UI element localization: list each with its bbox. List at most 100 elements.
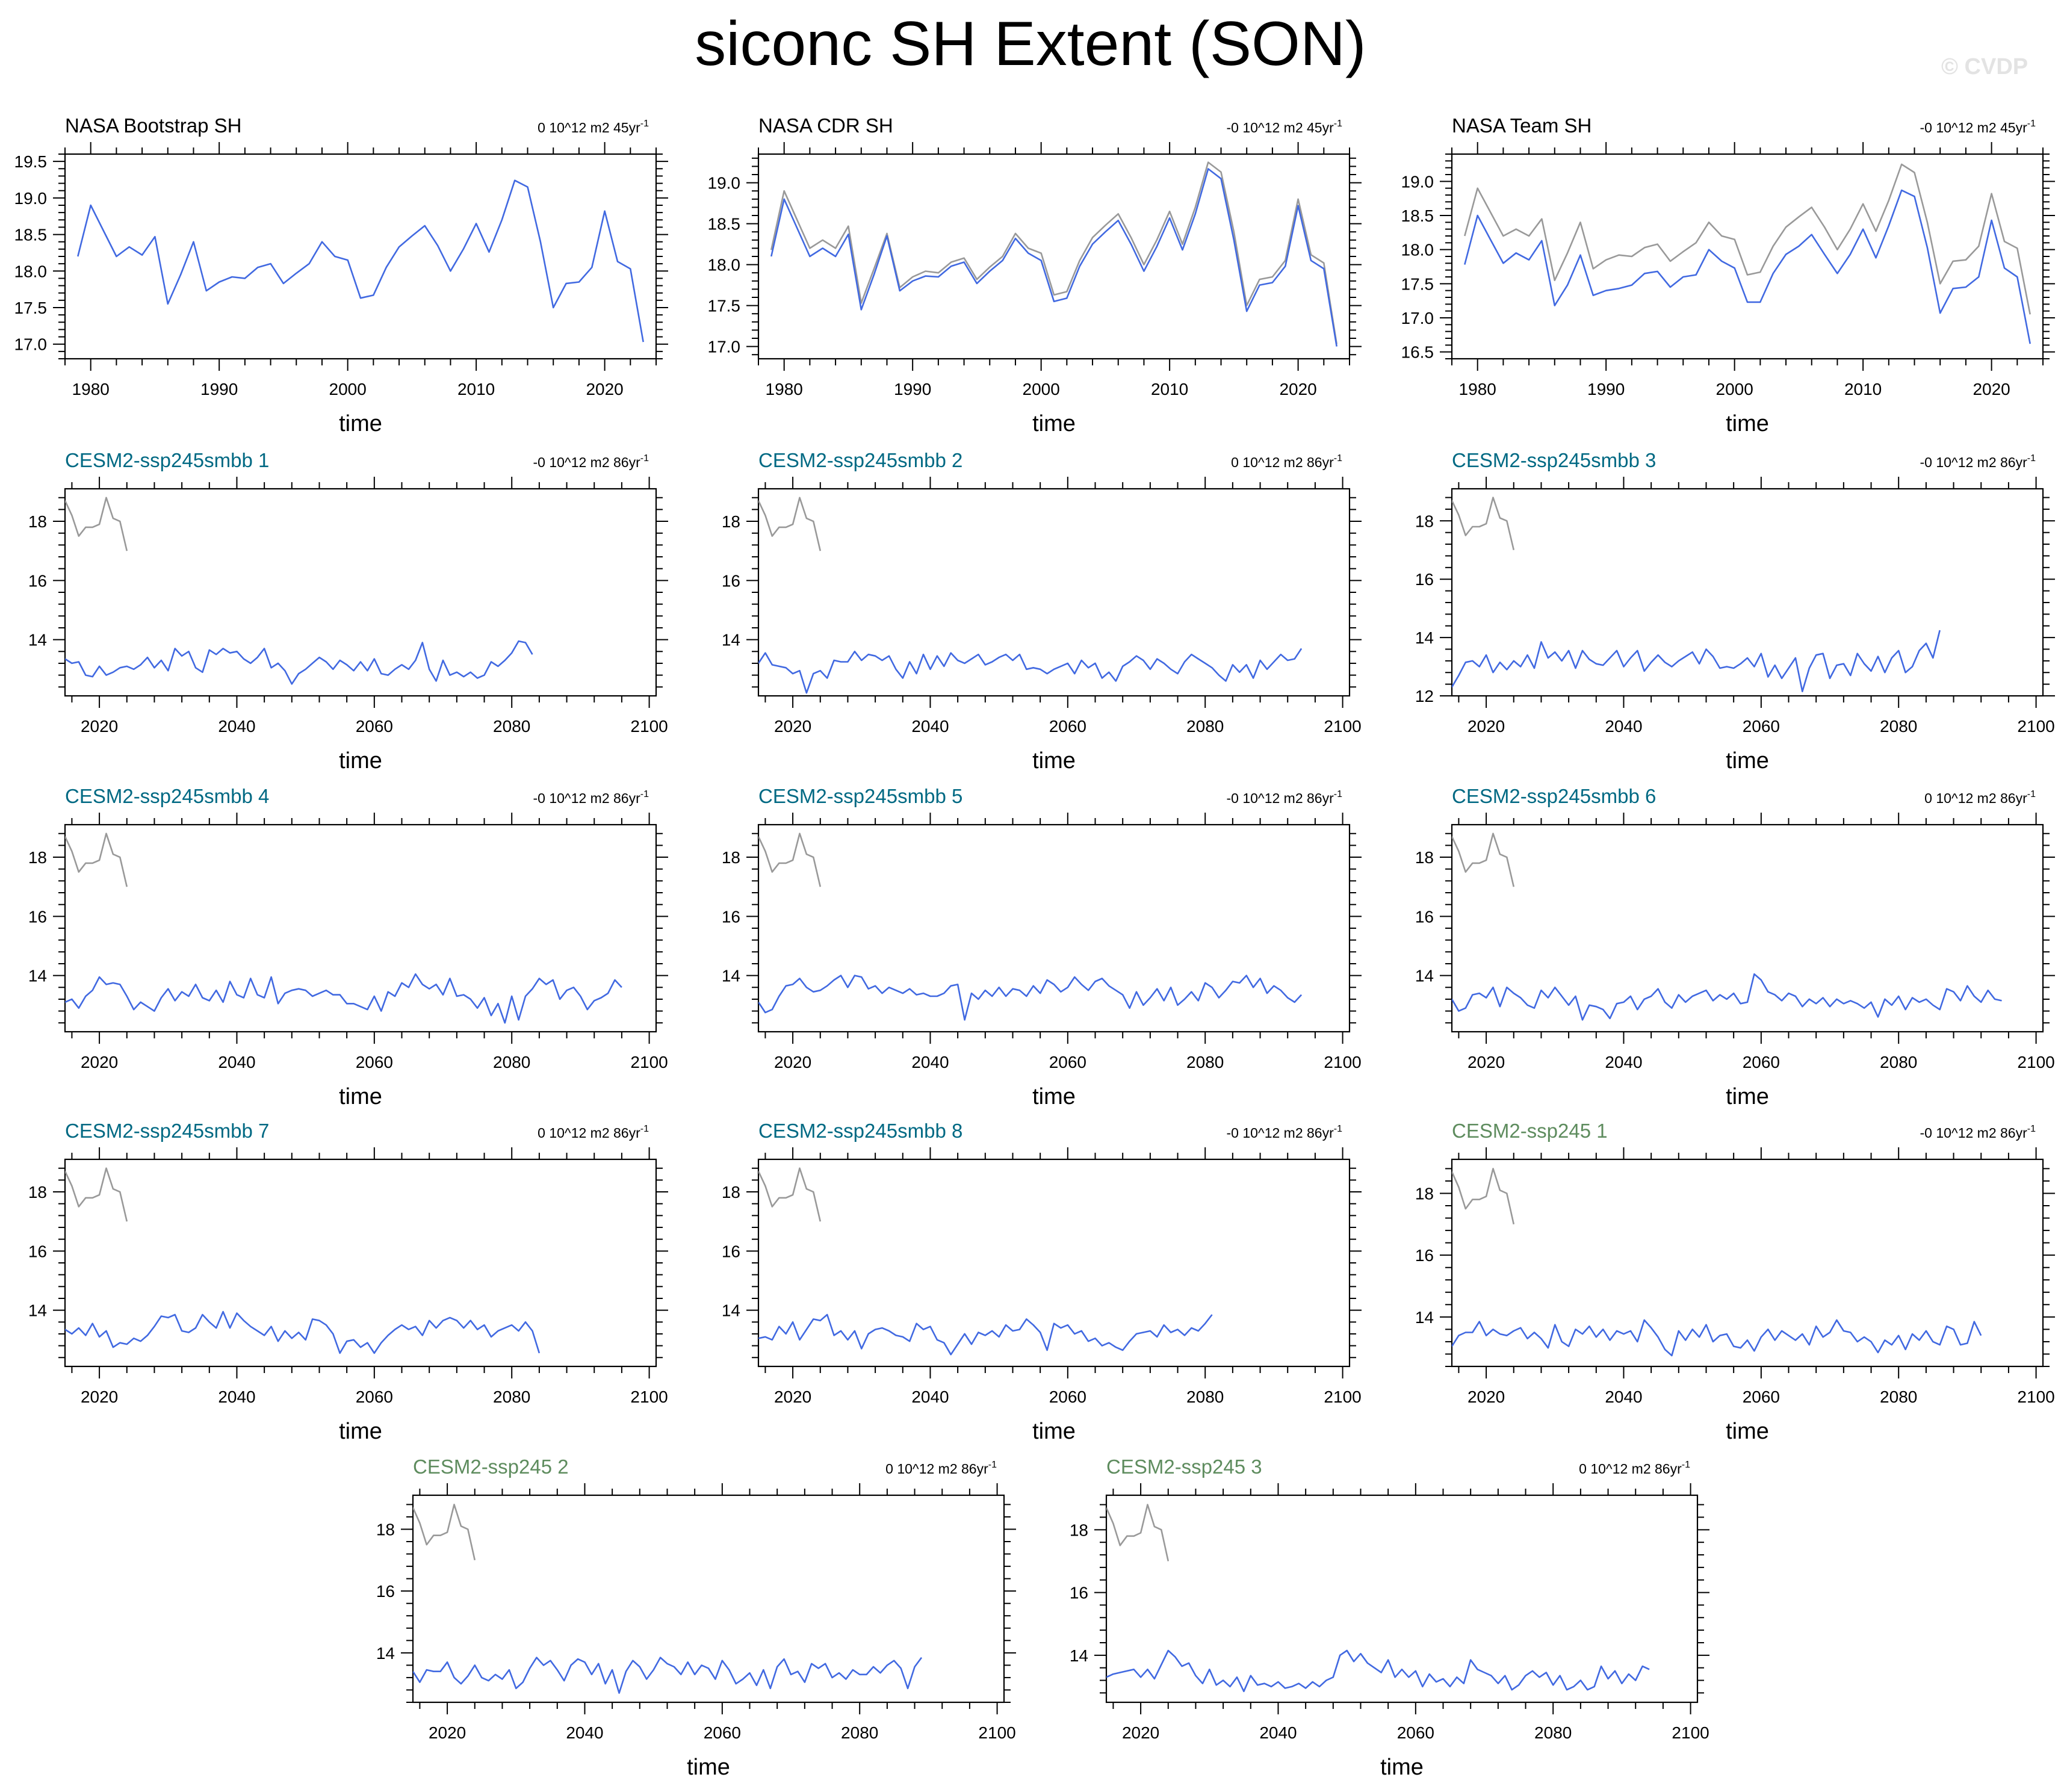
panel-title: CESM2-ssp245smbb 6: [1452, 785, 1656, 807]
y-tick-label: 18: [722, 848, 740, 867]
y-tick-label: 16.5: [1401, 343, 1434, 362]
trend-text: 0 10^12 m2 86yr: [1924, 790, 2027, 806]
model-series-line: [758, 975, 1303, 1021]
y-tick-label: 16: [28, 571, 47, 590]
x-tick-label: 2080: [493, 1387, 530, 1406]
y-tick-label: 18: [722, 1183, 740, 1201]
x-tick-label: 2040: [566, 1723, 603, 1742]
y-tick-label: 18: [722, 512, 740, 531]
obs-series-line: [1464, 163, 2031, 315]
model-series-line: [1452, 973, 2002, 1021]
panel-title: CESM2-ssp245smbb 4: [65, 785, 269, 807]
x-tick-label: 2080: [493, 717, 530, 736]
trend-text: -0 10^12 m2 45yr: [1920, 120, 2027, 135]
x-tick-label: 1990: [200, 380, 238, 398]
x-axis-label: time: [687, 1755, 730, 1780]
x-axis-label: time: [1032, 748, 1076, 774]
chart-panel: 2020 2040 2060 2080 2100 12 14 16 18 time CESM2-ss…: [1415, 449, 2055, 774]
x-tick-label: 2100: [1672, 1723, 1709, 1742]
plot-frame: [64, 153, 657, 360]
trend-text: -0 10^12 m2 86yr: [1226, 1125, 1334, 1141]
chart-panel: 2020 2040 2060 2080 2100 14 16 18 time CESM2-ssp2…: [722, 1120, 1362, 1444]
x-tick-label: 2060: [1049, 1387, 1086, 1406]
x-axis-label: time: [339, 748, 382, 774]
y-tick-label: 19.0: [1401, 172, 1434, 191]
trend-text: 0 10^12 m2 86yr: [538, 1125, 640, 1141]
x-axis-label: time: [339, 1419, 382, 1444]
x-tick-label: 2060: [356, 717, 393, 736]
obs-series-line: [1452, 832, 1515, 887]
x-axis-label: time: [1032, 1419, 1076, 1444]
x-tick-label: 2100: [1324, 1387, 1361, 1406]
panel-title: CESM2-ssp245 3: [1106, 1456, 1262, 1478]
x-tick-label: 1990: [1587, 380, 1625, 398]
y-tick-label: 18: [1415, 512, 1434, 530]
y-tick-label: 18.5: [1401, 206, 1434, 225]
obs-series-line: [413, 1504, 476, 1561]
trend-exponent: -1: [2027, 453, 2036, 464]
x-tick-label: 2040: [1605, 717, 1642, 736]
x-tick-label: 2020: [1467, 717, 1505, 736]
panel-title: CESM2-ssp245smbb 2: [758, 449, 962, 471]
model-series-line: [65, 1310, 541, 1354]
trend-exponent: -1: [1334, 119, 1342, 129]
x-tick-label: 2020: [429, 1723, 466, 1742]
y-tick-label: 18.0: [708, 256, 741, 274]
x-tick-label: 2040: [1605, 1387, 1642, 1406]
obs-series-line: [758, 1167, 822, 1222]
model-series-line: [770, 168, 1337, 347]
trend-exponent: -1: [640, 789, 649, 799]
x-tick-label: 2100: [2017, 1053, 2054, 1071]
x-axis-label: time: [1726, 411, 1769, 436]
trend-text: 0 10^12 m2 86yr: [885, 1461, 988, 1477]
x-tick-label: 2020: [586, 380, 623, 398]
x-tick-label: 2080: [1880, 717, 1917, 736]
x-tick-label: 2020: [1467, 1387, 1505, 1406]
x-tick-label: 2100: [978, 1723, 1015, 1742]
trend-label: -0 10^12 m2 86yr-1: [1226, 789, 1342, 806]
y-tick-label: 18: [1070, 1521, 1088, 1539]
trend-text: -0 10^12 m2 86yr: [533, 790, 640, 806]
y-tick-label: 16: [722, 907, 740, 926]
y-tick-label: 14: [722, 967, 740, 985]
trend-exponent: -1: [1334, 789, 1342, 799]
plot-frame: [412, 1494, 1005, 1704]
x-tick-label: 2060: [1049, 1053, 1086, 1071]
y-tick-label: 14: [722, 631, 740, 650]
obs-series-line: [65, 497, 128, 551]
trend-exponent: -1: [988, 1460, 997, 1470]
chart-panel: 1980 1990 2000 2010 2020 17.0 17.5 18.0 18.5 19.0…: [708, 114, 1362, 436]
x-tick-label: 2040: [218, 1387, 255, 1406]
panel-title: CESM2-ssp245smbb 3: [1452, 449, 1656, 471]
x-axis-label: time: [1032, 1084, 1076, 1109]
chart-panel: 2020 2040 2060 2080 2100 14 16 18 time CESM2-ssp2…: [28, 1120, 668, 1444]
plot-frame: [1451, 153, 2044, 360]
trend-exponent: -1: [1682, 1460, 1690, 1470]
y-tick-label: 12: [1415, 687, 1434, 705]
x-tick-label: 2000: [1023, 380, 1060, 398]
trend-label: -0 10^12 m2 45yr-1: [1920, 119, 2036, 135]
x-tick-label: 2080: [1880, 1387, 1917, 1406]
x-tick-label: 2040: [218, 1053, 255, 1071]
x-axis-label: time: [339, 411, 382, 436]
x-tick-label: 2040: [1259, 1723, 1297, 1742]
trend-text: -0 10^12 m2 45yr: [1226, 120, 1334, 135]
x-tick-label: 2060: [1743, 1053, 1780, 1071]
panel-title: NASA CDR SH: [758, 114, 893, 137]
plot-frame: [64, 1158, 657, 1368]
panel-title: CESM2-ssp245 2: [413, 1456, 569, 1478]
y-tick-label: 16: [1070, 1584, 1088, 1602]
trend-label: 0 10^12 m2 86yr-1: [1231, 453, 1342, 470]
plot-frame: [757, 153, 1351, 360]
obs-series-line: [1452, 497, 1515, 551]
obs-series-line: [65, 832, 128, 887]
y-tick-label: 14: [376, 1644, 395, 1663]
page-title: siconc SH Extent (SON): [695, 9, 1366, 79]
model-series-line: [1106, 1649, 1650, 1693]
chart-panel: 2020 2040 2060 2080 2100 14 16 18 time CESM2-ssp2…: [1415, 1120, 2055, 1444]
trend-text: -0 10^12 m2 86yr: [1226, 790, 1334, 806]
chart-panel: 2020 2040 2060 2080 2100 14 16 18 time CESM2-ssp2…: [28, 785, 668, 1109]
x-tick-label: 2000: [1716, 380, 1753, 398]
obs-series-line: [770, 161, 1337, 344]
trend-label: -0 10^12 m2 45yr-1: [1226, 119, 1342, 135]
